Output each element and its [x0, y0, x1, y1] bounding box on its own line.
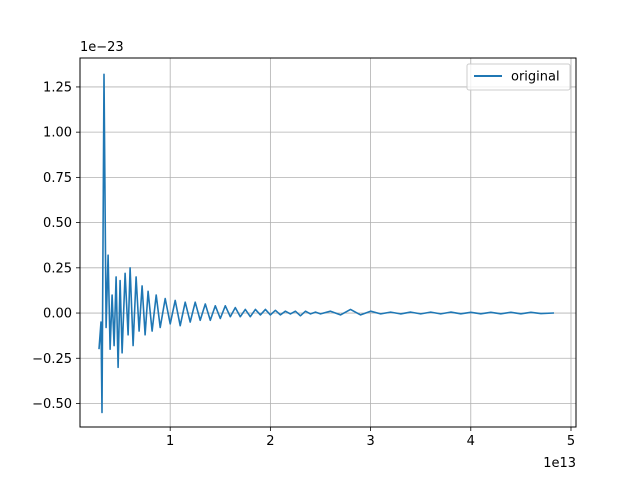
legend-label-original: original — [511, 70, 560, 85]
x-tick-label: 2 — [266, 434, 274, 449]
legend: original — [466, 63, 571, 91]
axes-frame — [79, 57, 577, 428]
plot-area — [98, 73, 555, 414]
y-tick-label: 0.25 — [43, 261, 72, 276]
x-offset-label: 1e13 — [543, 456, 576, 471]
x-tick-label: 5 — [567, 434, 575, 449]
series-line-original — [98, 73, 555, 414]
y-tick-label: −0.25 — [32, 352, 72, 367]
y-tick-label: 0.00 — [43, 307, 72, 322]
x-tick-label: 1 — [166, 434, 174, 449]
y-tick-label: 1.25 — [43, 80, 72, 95]
y-tick-label: 0.50 — [43, 216, 72, 231]
y-axis: −0.50 −0.25 0.00 0.25 0.50 0.75 1.00 1.25 — [32, 80, 80, 412]
y-tick-label: 1.00 — [43, 126, 72, 141]
y-offset-label: 1e−23 — [80, 40, 124, 55]
y-tick-label: 0.75 — [43, 171, 72, 186]
x-tick-label: 4 — [467, 434, 475, 449]
x-axis: 1 2 3 4 5 — [166, 427, 575, 449]
y-tick-label: −0.50 — [32, 397, 72, 412]
x-tick-label: 3 — [366, 434, 374, 449]
legend-frame — [466, 63, 571, 91]
